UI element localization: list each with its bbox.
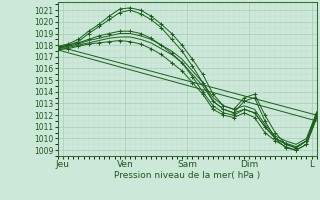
X-axis label: Pression niveau de la mer( hPa ): Pression niveau de la mer( hPa ) bbox=[114, 171, 260, 180]
